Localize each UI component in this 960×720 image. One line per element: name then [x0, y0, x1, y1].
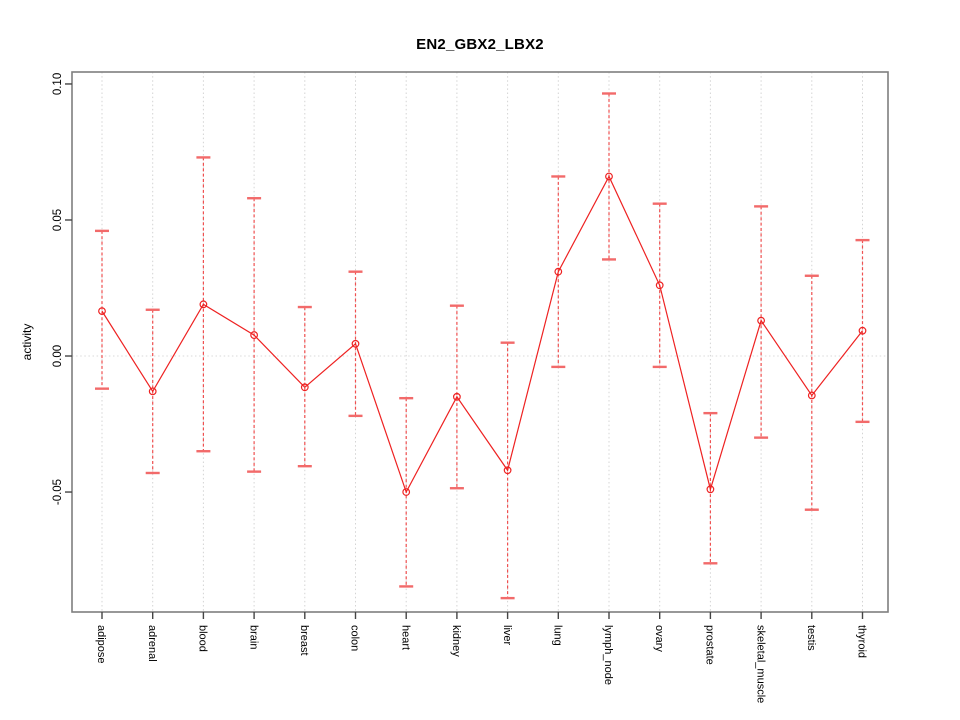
- x-tick-label: thyroid: [856, 625, 868, 658]
- data-point-blood: [199, 300, 208, 309]
- x-tick-label: blood: [197, 625, 209, 652]
- data-point-lymph_node: [605, 172, 613, 181]
- data-points: [98, 172, 867, 496]
- x-tick-label: ovary: [653, 625, 665, 652]
- x-tick-label: adrenal: [146, 625, 158, 662]
- data-point-lung: [554, 267, 563, 276]
- chart-title: EN2_GBX2_LBX2: [416, 36, 544, 53]
- y-axis-title: activity: [20, 324, 34, 361]
- y-tick-label: -0.05: [52, 479, 64, 505]
- x-tick-label: liver: [501, 625, 513, 646]
- y-tick-label: 0.05: [52, 209, 64, 231]
- x-tick-label: brain: [247, 625, 259, 649]
- data-point-brain: [250, 331, 259, 339]
- x-tick-label: heart: [399, 625, 411, 650]
- data-point-skeletal_muscle: [757, 316, 765, 325]
- data-point-ovary: [655, 281, 664, 290]
- data-point-testis: [807, 391, 816, 400]
- x-tick-label: skeletal_muscle: [754, 625, 766, 703]
- data-point-heart: [402, 488, 411, 496]
- data-point-kidney: [453, 392, 461, 401]
- x-tick-label: colon: [349, 625, 361, 651]
- x-tick-label: prostate: [704, 625, 716, 665]
- data-point-adrenal: [148, 387, 157, 396]
- x-tick-label: lymph_node: [602, 625, 614, 685]
- x-tick-label: adipose: [95, 625, 107, 664]
- x-tick-label: breast: [298, 625, 310, 656]
- data-point-colon: [351, 339, 360, 348]
- data-point-thyroid: [858, 326, 867, 335]
- x-tick-label: testis: [805, 625, 817, 651]
- y-tick-label: 0.00: [52, 345, 64, 367]
- data-point-prostate: [706, 485, 715, 494]
- x-tick-label: kidney: [450, 625, 462, 657]
- series-line: [101, 175, 863, 494]
- data-point-adipose: [98, 307, 106, 316]
- plot-border: [71, 71, 889, 613]
- error-bars: [95, 92, 870, 600]
- data-point-liver: [503, 466, 512, 475]
- x-tick-label: lung: [551, 625, 563, 646]
- data-point-breast: [300, 383, 309, 392]
- y-tick-label: 0.10: [52, 73, 64, 95]
